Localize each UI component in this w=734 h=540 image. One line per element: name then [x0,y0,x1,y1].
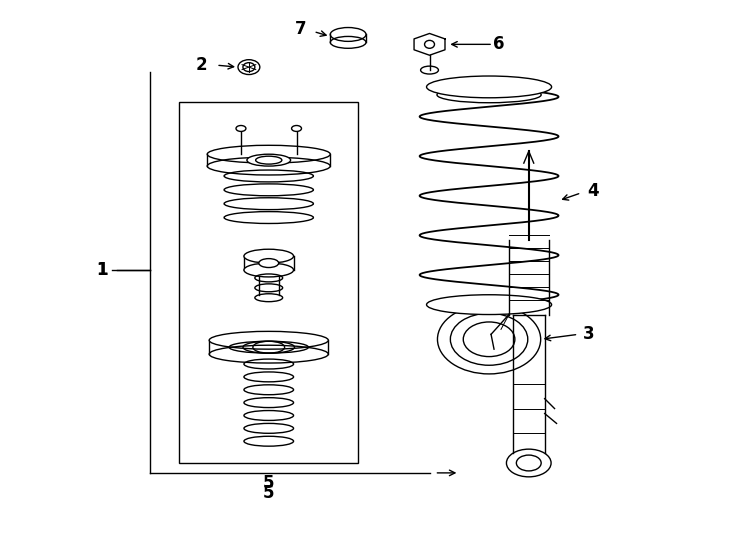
Text: 2: 2 [195,56,207,74]
Ellipse shape [421,66,438,74]
Text: 5: 5 [263,474,275,492]
Text: 1: 1 [96,261,108,279]
Ellipse shape [506,449,551,477]
Ellipse shape [207,145,330,163]
Ellipse shape [238,60,260,75]
Ellipse shape [259,259,279,267]
Text: 7: 7 [294,21,306,38]
Ellipse shape [426,295,551,314]
Ellipse shape [247,154,291,166]
Ellipse shape [330,28,366,42]
Text: 5: 5 [263,484,275,502]
Ellipse shape [244,249,294,263]
Ellipse shape [291,125,302,131]
Ellipse shape [209,332,328,349]
Text: 3: 3 [583,325,594,343]
Ellipse shape [244,263,294,277]
Text: 1: 1 [96,261,108,279]
Ellipse shape [426,76,551,98]
Ellipse shape [236,125,246,131]
Text: 4: 4 [587,182,599,200]
Text: 6: 6 [493,35,505,53]
Bar [179,102,358,463]
